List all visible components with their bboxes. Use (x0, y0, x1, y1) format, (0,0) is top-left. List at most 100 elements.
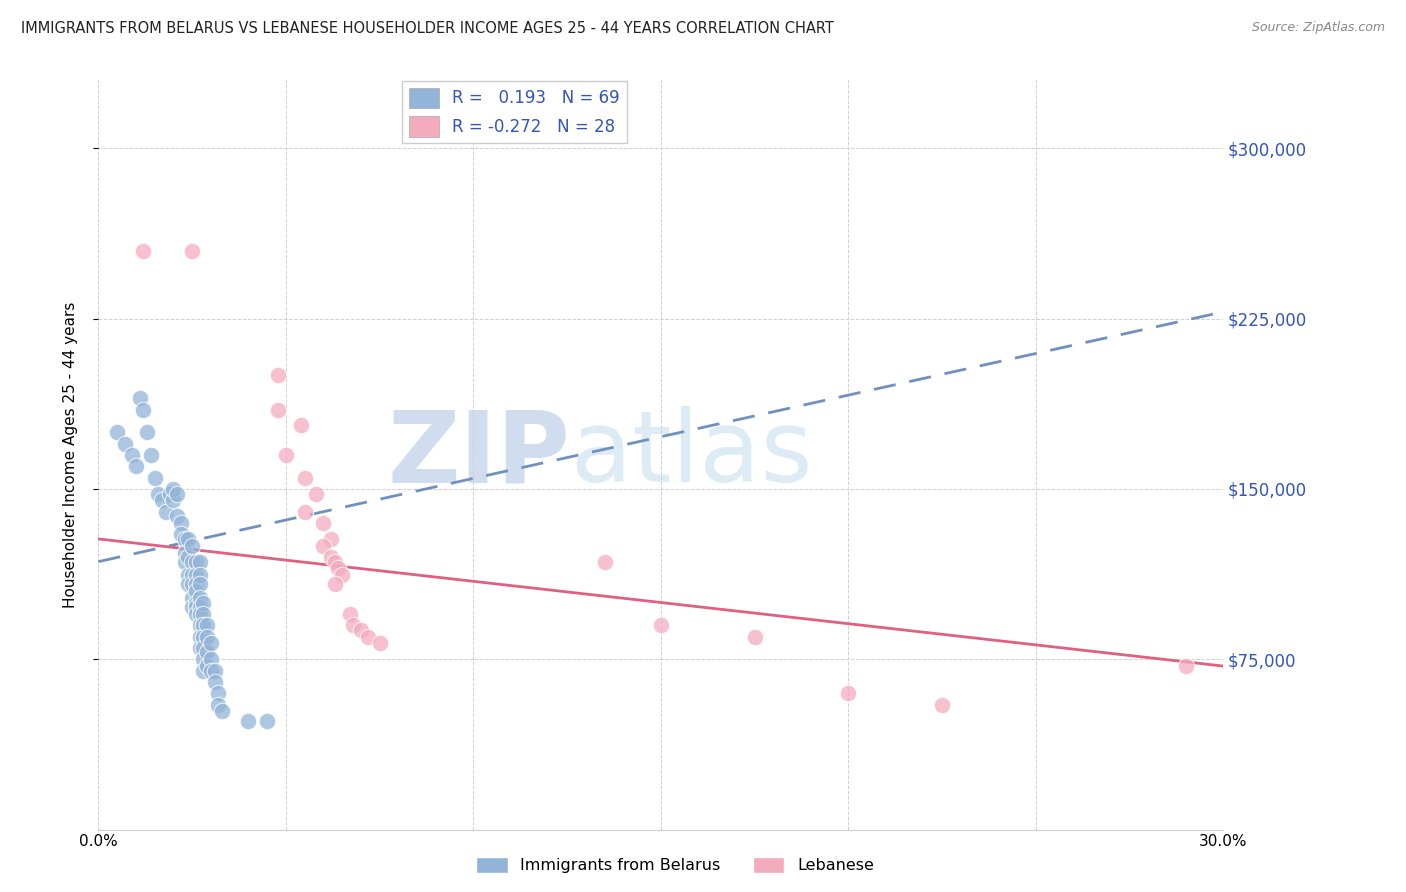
Legend: R =   0.193   N = 69, R = -0.272   N = 28: R = 0.193 N = 69, R = -0.272 N = 28 (402, 81, 627, 144)
Point (931, 698, 953, 712)
Point (125, 459, 148, 474)
Point (121, 448, 143, 462)
Text: ZIP: ZIP (388, 407, 571, 503)
Point (184, 600, 207, 615)
Point (204, 675, 226, 690)
Point (323, 577, 346, 591)
Point (193, 607, 215, 621)
Point (1174, 659, 1197, 673)
Point (188, 568, 211, 582)
Point (207, 698, 229, 712)
Point (211, 705, 233, 719)
Point (294, 470, 316, 484)
Text: atlas: atlas (571, 407, 813, 503)
Point (368, 636, 391, 650)
Point (150, 493, 173, 508)
Text: IMMIGRANTS FROM BELARUS VS LEBANESE HOUSEHOLDER INCOME AGES 25 - 44 YEARS CORREL: IMMIGRANTS FROM BELARUS VS LEBANESE HOUS… (21, 21, 834, 37)
Point (184, 607, 207, 621)
Point (200, 652, 222, 666)
Point (114, 436, 136, 450)
Point (184, 568, 207, 582)
Point (193, 652, 215, 666)
Point (744, 630, 766, 644)
Point (323, 555, 346, 569)
Point (195, 630, 218, 644)
Point (339, 607, 361, 621)
Point (267, 368, 290, 383)
Point (181, 568, 204, 582)
Point (193, 664, 215, 678)
Point (305, 486, 328, 500)
Point (195, 618, 218, 632)
Point (294, 505, 316, 519)
Point (195, 659, 218, 673)
Point (207, 686, 229, 700)
Point (181, 600, 204, 615)
Point (193, 595, 215, 609)
Point (166, 486, 188, 500)
Point (188, 607, 211, 621)
Point (173, 545, 195, 559)
Text: Source: ZipAtlas.com: Source: ZipAtlas.com (1251, 21, 1385, 35)
Point (177, 550, 200, 565)
Point (312, 516, 335, 530)
Point (159, 486, 181, 500)
Point (181, 591, 204, 605)
Point (328, 561, 350, 575)
Point (256, 714, 278, 728)
Point (136, 425, 159, 440)
Point (193, 640, 215, 655)
Point (188, 640, 211, 655)
Point (184, 555, 207, 569)
Point (200, 664, 222, 678)
Y-axis label: Householder Income Ages 25 - 44 years: Householder Income Ages 25 - 44 years (63, 301, 77, 608)
Point (193, 618, 215, 632)
Point (195, 645, 218, 659)
Point (132, 244, 155, 258)
Point (166, 509, 188, 524)
Point (184, 584, 207, 599)
Point (181, 577, 204, 591)
Point (181, 555, 204, 569)
Point (173, 555, 195, 569)
Point (193, 630, 215, 644)
Point (173, 532, 195, 546)
Point (290, 418, 312, 433)
Point (342, 618, 364, 632)
Point (139, 448, 162, 462)
Point (155, 505, 177, 519)
Point (837, 686, 859, 700)
Point (177, 577, 200, 591)
Point (238, 714, 260, 728)
Point (188, 600, 211, 615)
Point (204, 664, 226, 678)
Point (188, 591, 211, 605)
Point (312, 539, 335, 553)
Point (177, 532, 200, 546)
Point (188, 618, 211, 632)
Point (274, 448, 297, 462)
Point (177, 568, 200, 582)
Point (319, 532, 342, 546)
Point (181, 539, 204, 553)
Point (162, 493, 184, 508)
Point (143, 470, 166, 484)
Point (650, 618, 672, 632)
Point (593, 555, 616, 569)
Point (188, 630, 211, 644)
Point (188, 577, 211, 591)
Point (184, 595, 207, 609)
Point (357, 630, 380, 644)
Point (319, 550, 342, 565)
Point (148, 486, 170, 500)
Point (128, 391, 150, 405)
Point (170, 516, 193, 530)
Point (200, 636, 222, 650)
Point (188, 555, 211, 569)
Point (162, 482, 184, 496)
Point (350, 623, 373, 637)
Legend: Immigrants from Belarus, Lebanese: Immigrants from Belarus, Lebanese (470, 850, 880, 880)
Point (267, 402, 290, 417)
Point (132, 402, 155, 417)
Point (184, 577, 207, 591)
